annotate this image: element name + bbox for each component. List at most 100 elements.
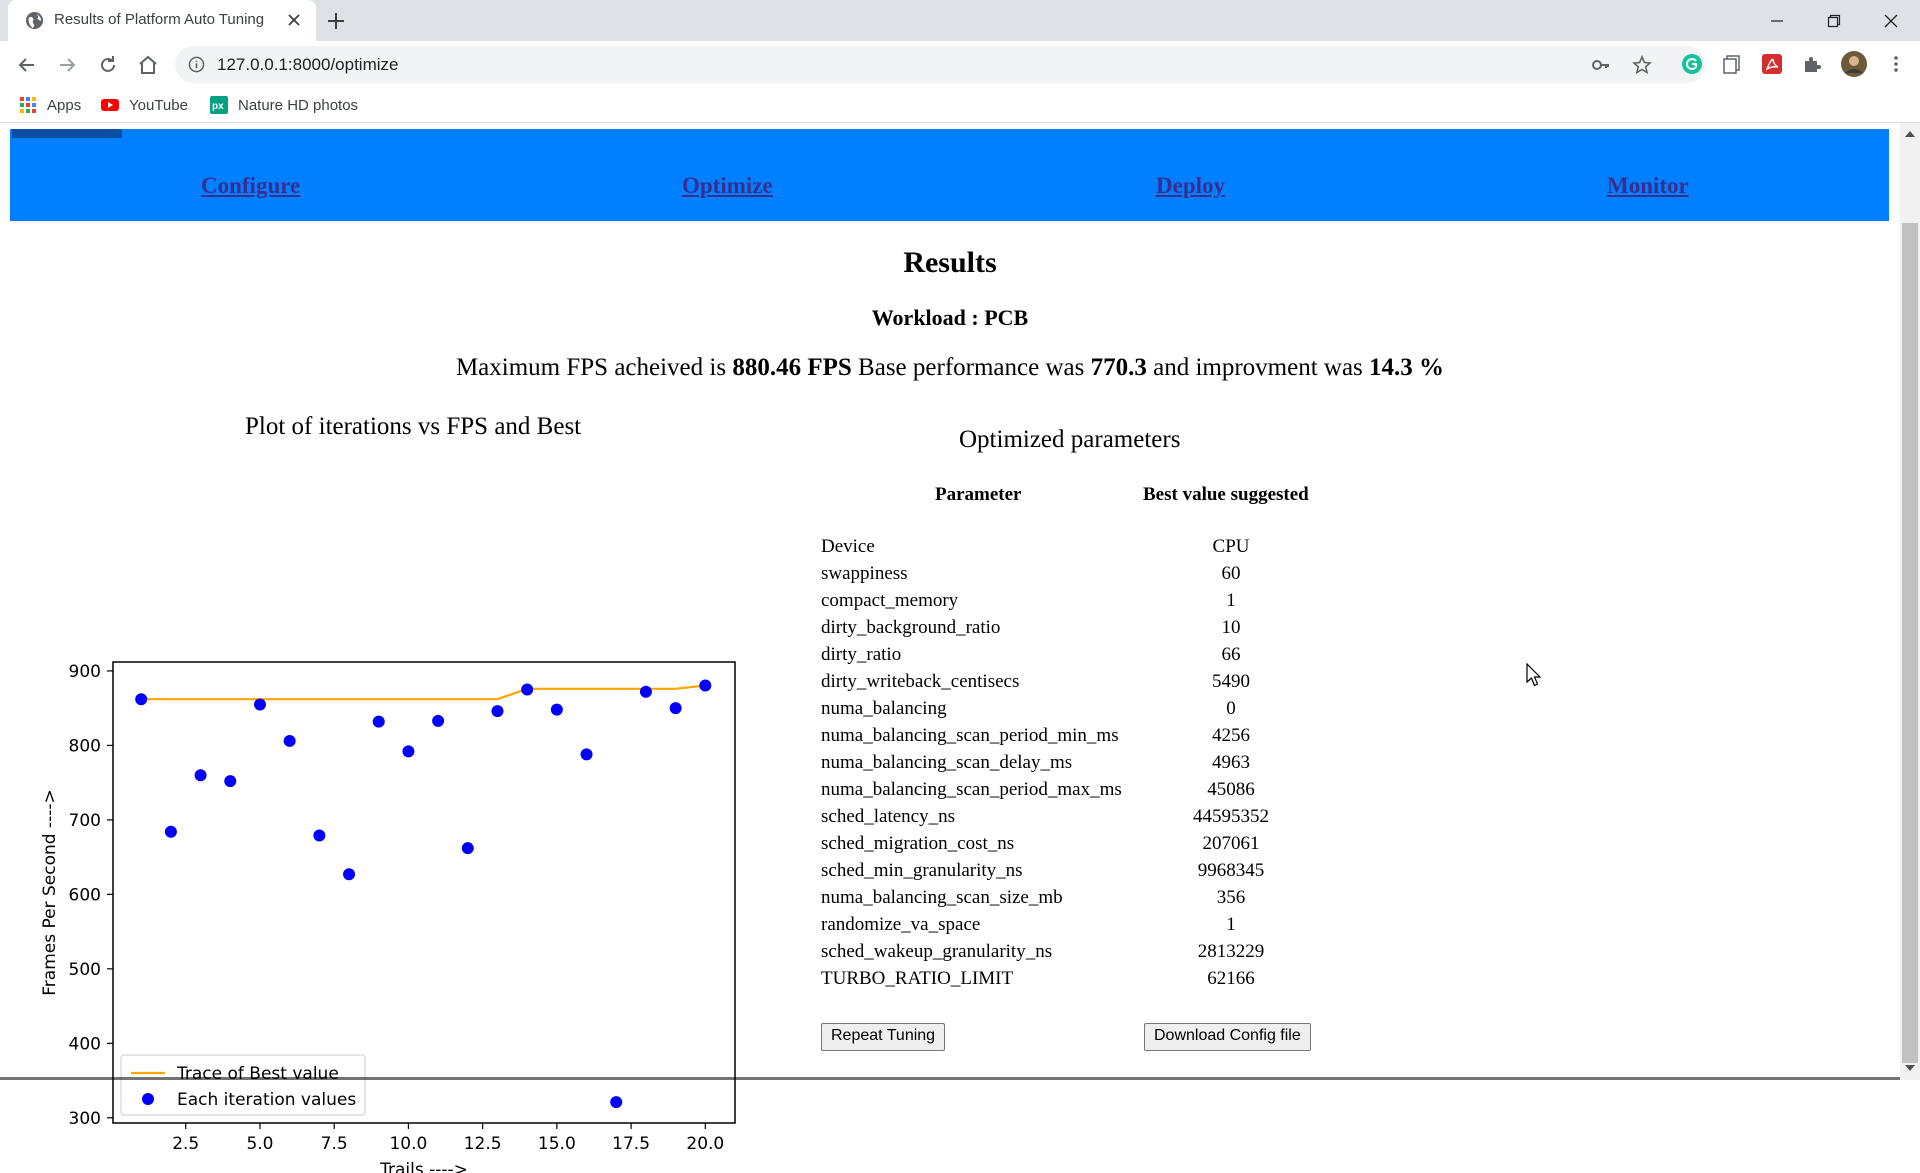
- parameter-name: sched_min_granularity_ns: [821, 860, 1023, 881]
- parameter-value: 4256: [1212, 725, 1250, 746]
- parameter-name: numa_balancing_scan_delay_ms: [821, 752, 1073, 773]
- browser-tabstrip: Results of Platform Auto Tuning: [0, 0, 1920, 41]
- copy-extension-icon[interactable]: [1721, 53, 1743, 75]
- page-viewport: Configure Optimize Deploy Monitor Result…: [0, 123, 1920, 1173]
- iteration-point: [343, 868, 356, 881]
- bookmark-label: YouTube: [129, 96, 188, 114]
- new-tab-icon[interactable]: [325, 10, 347, 32]
- improvement-value: 14.3 %: [1369, 354, 1445, 381]
- parameter-value: 5490: [1212, 671, 1250, 692]
- page-bottom-edge: [0, 1077, 1900, 1080]
- parameter-value: CPU: [1212, 536, 1250, 557]
- scroll-up-icon[interactable]: [1905, 131, 1915, 137]
- close-icon: [1884, 14, 1898, 27]
- iteration-point: [164, 825, 177, 838]
- extensions-puzzle-icon[interactable]: [1801, 53, 1823, 75]
- bookmark-apps[interactable]: Apps: [19, 95, 81, 115]
- back-icon[interactable]: [15, 53, 39, 77]
- y-tick-label: 500: [69, 960, 101, 980]
- nav-configure-link[interactable]: Configure: [201, 173, 301, 198]
- x-tick-label: 17.5: [612, 1134, 650, 1154]
- base-performance-value: 770.3: [1090, 354, 1147, 381]
- parameter-column-header: Parameter: [935, 484, 1022, 505]
- plot-area: [112, 661, 736, 1124]
- parameter-value: 9968345: [1197, 860, 1265, 881]
- nav-monitor-link[interactable]: Monitor: [1607, 173, 1689, 198]
- tab-title: Results of Platform Auto Tuning: [54, 11, 265, 28]
- address-bar[interactable]: 127.0.0.1:8000/optimize: [175, 46, 1705, 83]
- legend-point-swatch: [142, 1093, 154, 1105]
- iteration-point: [253, 698, 266, 711]
- x-axis-label: Trails ---->: [379, 1160, 468, 1173]
- avatar-icon[interactable]: [1841, 51, 1867, 77]
- workload-label: Workload : PCB: [871, 305, 1029, 330]
- summary-text: Base performance was: [851, 354, 1091, 381]
- grammarly-icon[interactable]: [1681, 53, 1703, 75]
- navbar-accent: [12, 129, 122, 138]
- iteration-point: [135, 693, 148, 706]
- scrollbar-thumb[interactable]: [1902, 223, 1918, 1063]
- performance-summary: Maximum FPS acheived is 880.46 FPS Base …: [0, 354, 1900, 382]
- vertical-scrollbar[interactable]: [1900, 123, 1920, 1080]
- iteration-point: [313, 829, 326, 842]
- scroll-down-icon[interactable]: [1905, 1065, 1915, 1071]
- parameter-name: compact_memory: [821, 590, 959, 611]
- iteration-point: [580, 748, 593, 761]
- bookmark-label: Nature HD photos: [238, 96, 359, 114]
- parameter-value: 0: [1226, 698, 1236, 719]
- parameter-name: dirty_background_ratio: [821, 617, 1001, 638]
- browser-tab[interactable]: Results of Platform Auto Tuning: [8, 0, 316, 41]
- browser-toolbar: 127.0.0.1:8000/optimize: [0, 41, 1920, 88]
- iteration-point: [610, 1096, 623, 1109]
- x-tick-label: 2.5: [172, 1134, 199, 1154]
- parameter-name: TURBO_RATIO_LIMIT: [821, 968, 1014, 989]
- y-tick-label: 300: [69, 1109, 101, 1129]
- y-tick-label: 600: [69, 885, 101, 905]
- nav-optimize-link[interactable]: Optimize: [682, 173, 773, 198]
- iteration-point: [224, 775, 237, 788]
- tab-close-icon[interactable]: [284, 10, 304, 30]
- parameter-value: 62166: [1207, 968, 1255, 989]
- close-window-button[interactable]: [1866, 0, 1916, 41]
- summary-text: and improvment was: [1146, 354, 1370, 381]
- y-axis-label: Frames Per Second ---->: [40, 789, 60, 995]
- summary-text: Maximum FPS acheived is: [455, 354, 733, 381]
- key-icon[interactable]: [1591, 55, 1611, 75]
- legend-label: Trace of Best value: [176, 1064, 339, 1084]
- home-icon[interactable]: [136, 53, 160, 77]
- nav-deploy-link[interactable]: Deploy: [1156, 173, 1225, 198]
- parameter-name: numa_balancing_scan_period_min_ms: [821, 725, 1119, 746]
- info-icon[interactable]: [188, 56, 205, 73]
- plot-title: Plot of iterations vs FPS and Best: [245, 413, 582, 440]
- iteration-point: [550, 703, 563, 716]
- menu-dots-icon[interactable]: [1885, 53, 1907, 75]
- value-column-header: Best value suggested: [1143, 484, 1309, 505]
- reload-icon[interactable]: [96, 53, 120, 77]
- download-config-button[interactable]: Download Config file: [1144, 1023, 1311, 1051]
- url-text[interactable]: 127.0.0.1:8000/optimize: [217, 55, 399, 74]
- iteration-point: [639, 685, 652, 698]
- forward-icon[interactable]: [55, 53, 79, 77]
- globe-icon: [25, 11, 44, 30]
- max-fps-value: 880.46 FPS: [732, 354, 852, 381]
- pdf-icon[interactable]: [1761, 53, 1783, 75]
- parameter-name: numa_balancing_scan_size_mb: [821, 887, 1063, 908]
- iteration-point: [491, 705, 504, 718]
- iteration-point: [432, 714, 445, 727]
- bookmark-nature-hd-photos[interactable]: px Nature HD photos: [210, 95, 358, 115]
- star-icon[interactable]: [1632, 55, 1652, 75]
- parameter-value: 2813229: [1197, 941, 1265, 962]
- parameter-value: 1: [1226, 914, 1236, 935]
- restore-icon: [1827, 14, 1841, 27]
- minimize-button[interactable]: [1752, 0, 1802, 41]
- bookmark-youtube[interactable]: YouTube: [101, 95, 188, 115]
- parameter-name: dirty_ratio: [821, 644, 902, 665]
- results-heading: Results: [903, 246, 997, 279]
- restore-button[interactable]: [1809, 0, 1859, 41]
- bookmark-label: Apps: [47, 96, 82, 114]
- x-tick-label: 15.0: [538, 1134, 576, 1154]
- youtube-icon: [101, 99, 119, 111]
- fps-chart: 300 400 500 600 700 800 900 2.5 5.0 7.5 10.0 12.5 15…: [40, 661, 736, 1173]
- iteration-point: [194, 769, 207, 782]
- repeat-tuning-button[interactable]: Repeat Tuning: [821, 1023, 946, 1051]
